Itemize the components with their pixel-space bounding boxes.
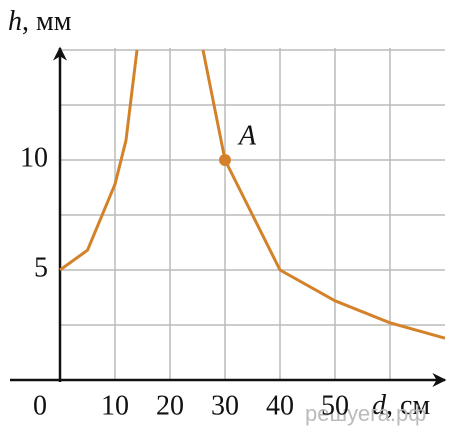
curve — [59, 49, 446, 340]
x-label: d, см — [372, 390, 430, 421]
x-tick-label: 40 — [266, 390, 294, 421]
point-a — [219, 154, 231, 166]
x-label-var: d — [372, 390, 387, 421]
x-tick-label: 0 — [33, 390, 47, 421]
y-tick-label: 10 — [20, 142, 48, 173]
x-tick-label: 50 — [321, 390, 349, 421]
x-label-unit: , см — [386, 390, 430, 421]
x-tick-label: 20 — [156, 390, 184, 421]
y-tick-label: 5 — [34, 252, 48, 283]
watermark: решуега.рф — [305, 401, 426, 426]
x-tick-label: 10 — [101, 390, 129, 421]
x-tick-label: 30 — [211, 390, 239, 421]
point-label: A — [237, 120, 257, 151]
y-label-var: h — [8, 6, 22, 37]
y-label-unit: , мм — [22, 6, 72, 37]
y-label: h, мм — [8, 6, 72, 37]
